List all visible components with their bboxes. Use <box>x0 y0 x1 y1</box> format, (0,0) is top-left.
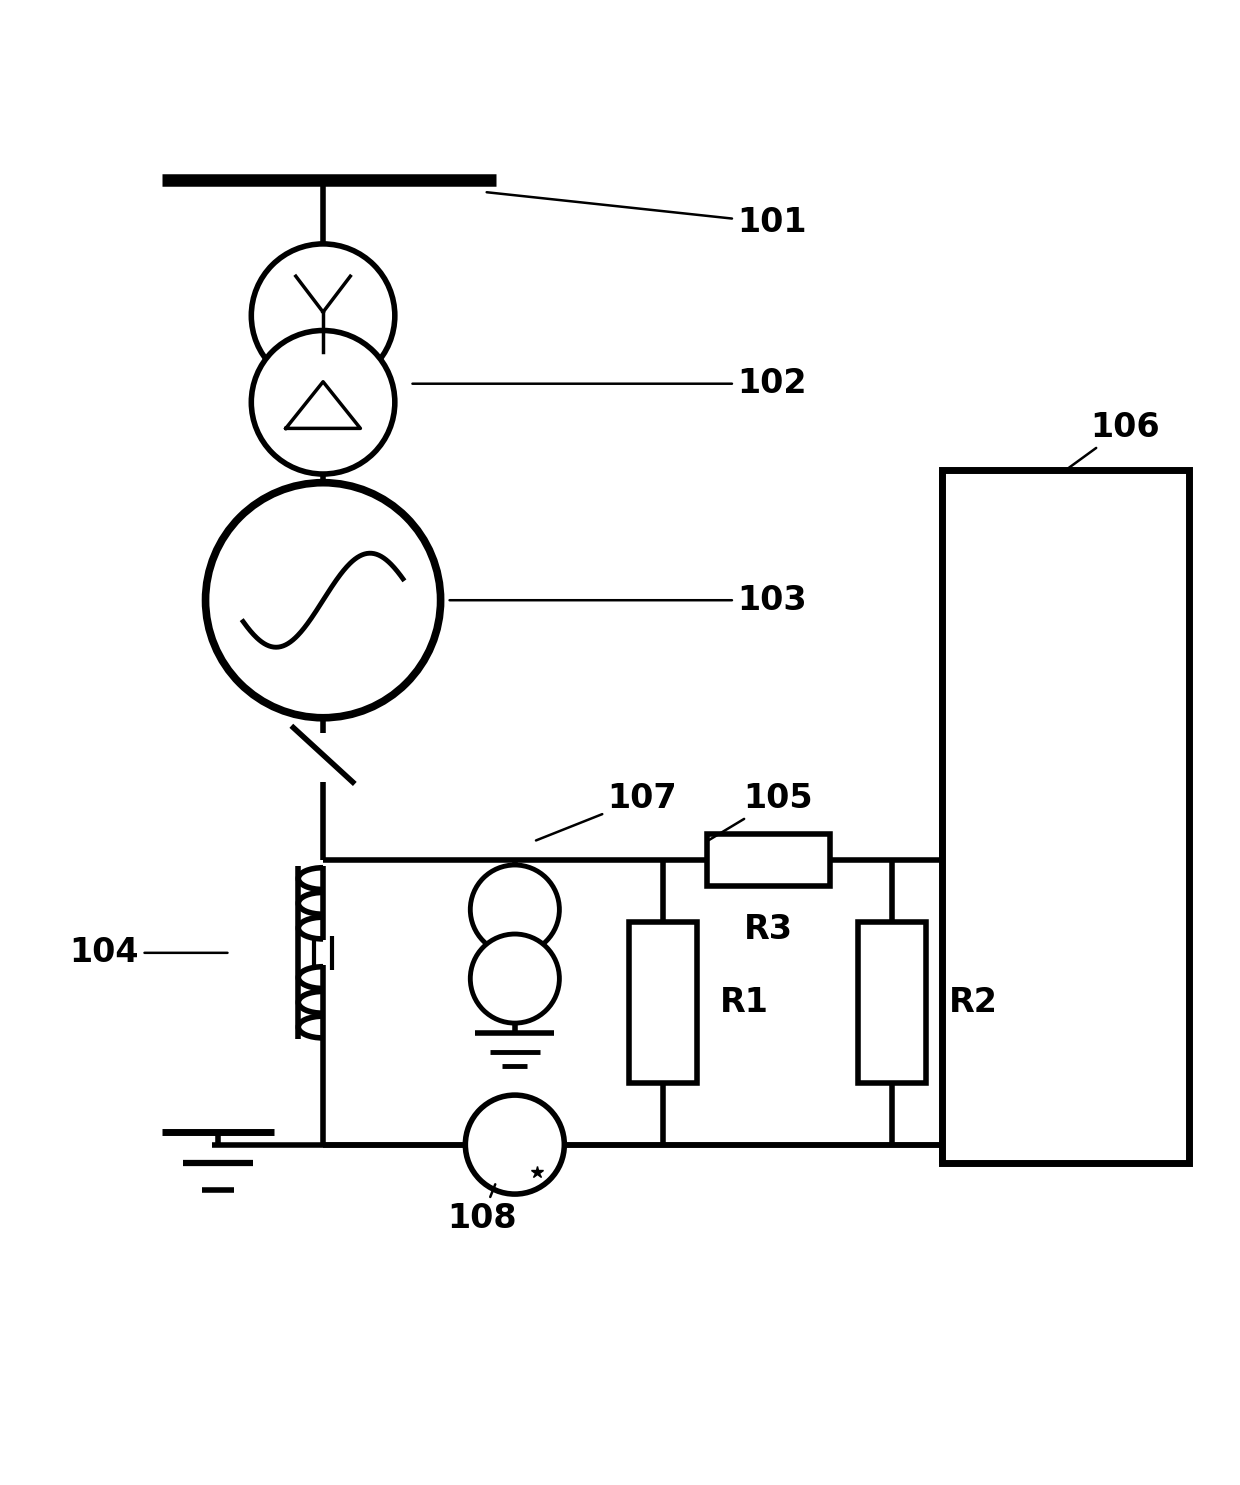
Text: 106: 106 <box>1068 410 1159 469</box>
Bar <box>941 471 1189 1163</box>
Circle shape <box>206 483 440 717</box>
Bar <box>629 922 697 1083</box>
Text: 103: 103 <box>450 584 807 616</box>
Text: 104: 104 <box>69 937 227 970</box>
Circle shape <box>252 244 394 388</box>
Text: 105: 105 <box>709 781 813 841</box>
Text: R3: R3 <box>744 913 792 946</box>
Text: 108: 108 <box>446 1185 516 1236</box>
Bar <box>707 835 831 887</box>
Text: 101: 101 <box>486 192 807 239</box>
Text: 107: 107 <box>536 781 677 841</box>
Text: 102: 102 <box>413 367 807 399</box>
Circle shape <box>470 934 559 1023</box>
Circle shape <box>470 864 559 953</box>
Text: R2: R2 <box>949 986 997 1019</box>
Circle shape <box>465 1094 564 1194</box>
Circle shape <box>252 331 394 474</box>
Text: R1: R1 <box>719 986 769 1019</box>
Bar <box>858 922 926 1083</box>
